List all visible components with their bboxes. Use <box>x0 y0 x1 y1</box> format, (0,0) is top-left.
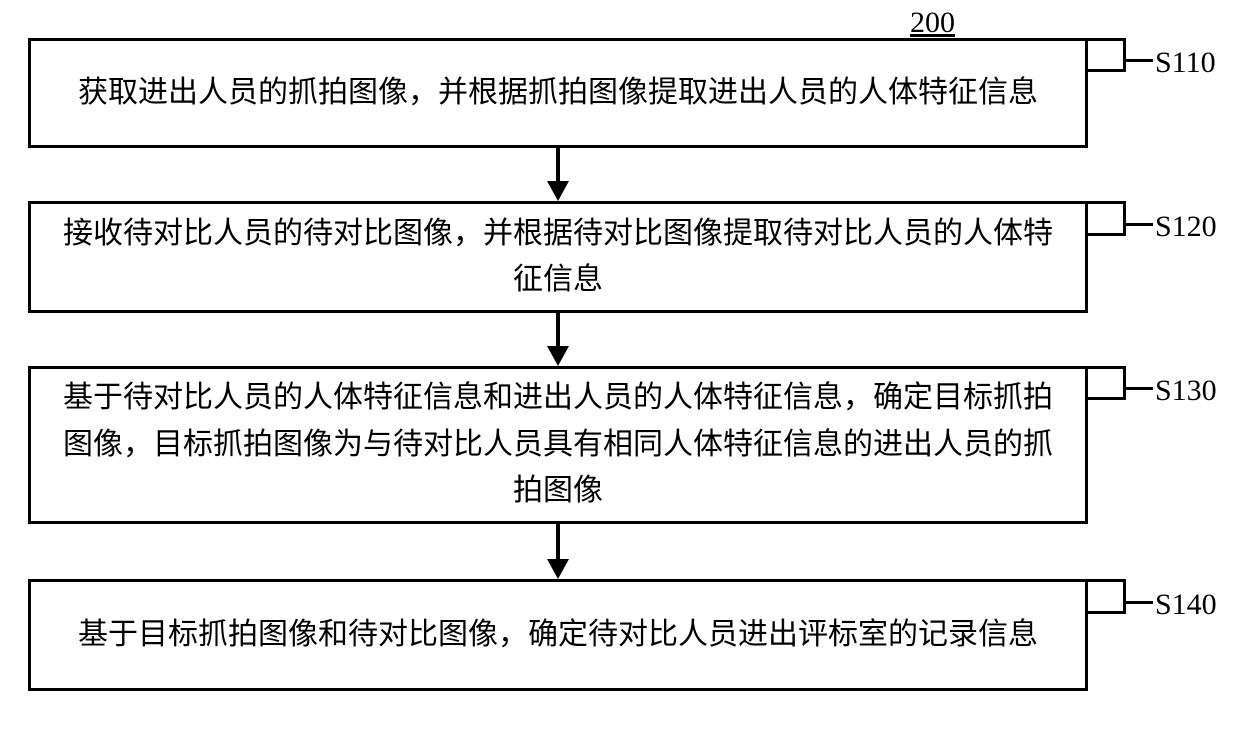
label-connector <box>1126 601 1153 604</box>
flowchart-step-label-s110: S110 <box>1155 46 1216 80</box>
flowchart-arrow-head <box>547 346 569 366</box>
label-bracket <box>1088 579 1126 614</box>
label-connector <box>1126 223 1153 226</box>
label-connector <box>1126 387 1153 390</box>
flowchart-step-text: 基于待对比人员的人体特征信息和进出人员的人体特征信息，确定目标抓拍图像，目标抓拍… <box>49 375 1067 515</box>
flowchart-step-label-s140: S140 <box>1155 588 1217 622</box>
flowchart-step-s130: 基于待对比人员的人体特征信息和进出人员的人体特征信息，确定目标抓拍图像，目标抓拍… <box>28 366 1088 524</box>
diagram-id-label: 200 <box>910 6 955 40</box>
flowchart-arrow-line <box>556 524 560 559</box>
flowchart-arrow-head <box>547 181 569 201</box>
flowchart-step-text: 基于目标抓拍图像和待对比图像，确定待对比人员进出评标室的记录信息 <box>78 612 1038 659</box>
flowchart-step-text: 获取进出人员的抓拍图像，并根据抓拍图像提取进出人员的人体特征信息 <box>78 70 1038 117</box>
flowchart-step-label-s130: S130 <box>1155 374 1217 408</box>
label-bracket <box>1088 38 1126 72</box>
flowchart-arrow-head <box>547 559 569 579</box>
label-bracket <box>1088 201 1126 236</box>
flowchart-step-s140: 基于目标抓拍图像和待对比图像，确定待对比人员进出评标室的记录信息 <box>28 579 1088 691</box>
flowchart-step-s110: 获取进出人员的抓拍图像，并根据抓拍图像提取进出人员的人体特征信息 <box>28 38 1088 148</box>
label-connector <box>1126 59 1153 62</box>
flowchart-step-label-s120: S120 <box>1155 210 1217 244</box>
flowchart-step-s120: 接收待对比人员的待对比图像，并根据待对比图像提取待对比人员的人体特征信息 <box>28 201 1088 313</box>
flowchart-arrow-line <box>556 313 560 346</box>
label-bracket <box>1088 366 1126 400</box>
flowchart-arrow-line <box>556 148 560 181</box>
flowchart-step-text: 接收待对比人员的待对比图像，并根据待对比图像提取待对比人员的人体特征信息 <box>49 211 1067 304</box>
